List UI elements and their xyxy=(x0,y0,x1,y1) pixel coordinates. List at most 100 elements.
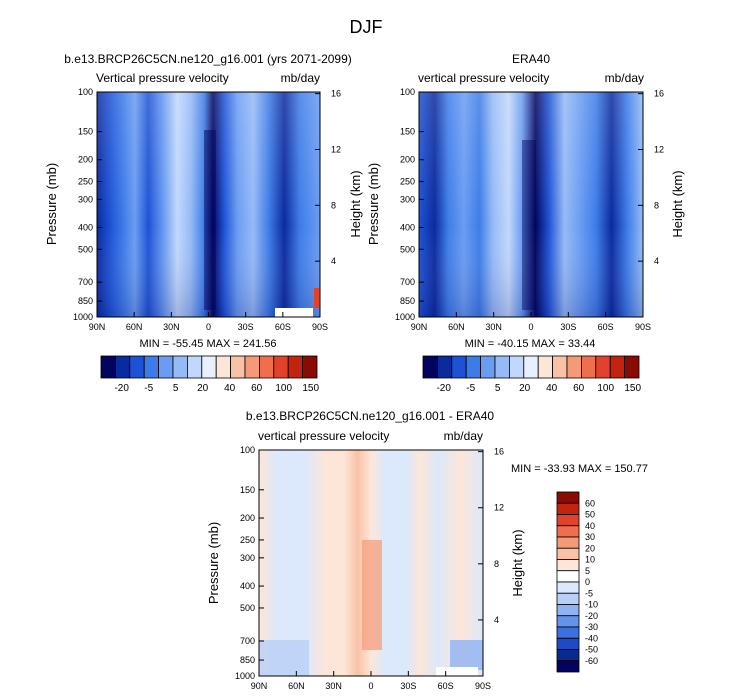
colorbar-swatch xyxy=(115,355,131,379)
colorbar-label: 60 xyxy=(573,383,585,394)
colorbar-label: -10 xyxy=(585,600,598,610)
y-tick-label: 500 xyxy=(400,244,415,254)
colorbar-swatch xyxy=(624,355,640,379)
colorbar-label: 40 xyxy=(546,383,558,394)
y-tick-label: 200 xyxy=(240,513,255,523)
y-tick-label: 400 xyxy=(240,581,255,591)
colorbar-swatch xyxy=(556,592,580,605)
colorbar-label: -60 xyxy=(585,656,598,666)
colorbar-label: 60 xyxy=(251,383,263,394)
x-tick-label: 60S xyxy=(598,322,614,332)
y2-tick-label: 12 xyxy=(331,144,341,154)
colorbar-swatch xyxy=(556,660,580,673)
colorbar-swatch xyxy=(556,536,580,549)
colorbar-label: 100 xyxy=(275,383,292,394)
colorbar-label: -20 xyxy=(436,383,451,394)
heatmap-blank-region xyxy=(275,308,313,317)
colorbar-label: 20 xyxy=(585,543,595,553)
y-tick-label: 500 xyxy=(240,603,255,613)
x-tick-label: 90N xyxy=(89,322,106,332)
colorbar-swatch xyxy=(556,649,580,662)
colorbar-swatch xyxy=(552,355,568,379)
y-tick-label: 200 xyxy=(400,155,415,165)
y-tick-label: 1000 xyxy=(235,671,255,681)
y-tick-label: 250 xyxy=(400,177,415,187)
figure-title: DJF xyxy=(350,17,383,37)
y-tick-label: 100 xyxy=(400,87,415,97)
heatmap-hot-spot xyxy=(314,288,319,308)
panel-stats: MIN = -55.45 MAX = 241.56 xyxy=(140,338,277,350)
x-tick-label: 60S xyxy=(438,681,454,691)
colorbar-swatch xyxy=(556,502,580,515)
y2-tick-label: 16 xyxy=(494,447,504,457)
colorbar-swatch xyxy=(100,355,116,379)
heatmap-positive-anomaly xyxy=(362,540,382,650)
y-tick-label: 150 xyxy=(240,485,255,495)
panel-stats: MIN = -40.15 MAX = 33.44 xyxy=(465,338,596,350)
y-tick-label: 850 xyxy=(400,296,415,306)
y-tick-label: 400 xyxy=(78,222,93,232)
colorbar-label: 40 xyxy=(224,383,236,394)
panel-units-label: mb/day xyxy=(605,71,644,85)
y-axis-label: Pressure (mb) xyxy=(366,163,381,245)
x-tick-label: 60N xyxy=(288,681,305,691)
panel-title: b.e13.BRCP26C5CN.ne120_g16.001 - ERA40 xyxy=(246,409,494,423)
heatmap-blank-region xyxy=(436,667,478,676)
y2-tick-label: 16 xyxy=(331,89,341,99)
x-tick-label: 90S xyxy=(312,322,328,332)
x-tick-label: 90N xyxy=(411,322,428,332)
colorbar-label: -20 xyxy=(114,383,129,394)
colorbar-swatch xyxy=(422,355,438,379)
colorbar-swatch xyxy=(436,355,453,379)
y-tick-label: 100 xyxy=(240,445,255,455)
colorbar-swatch xyxy=(287,355,304,379)
y-tick-label: 1000 xyxy=(73,312,93,322)
y2-axis-label: Height (km) xyxy=(670,170,685,237)
colorbar-swatch xyxy=(523,355,539,379)
y-tick-label: 850 xyxy=(240,655,255,665)
colorbar-swatch xyxy=(556,615,580,628)
y-tick-label: 100 xyxy=(78,87,93,97)
y-axis-label: Pressure (mb) xyxy=(206,522,221,604)
colorbar-label: 20 xyxy=(197,383,209,394)
colorbar-swatch xyxy=(556,491,580,504)
colorbar-swatch xyxy=(129,355,145,379)
colorbar-swatch xyxy=(494,355,510,379)
colorbar-swatch xyxy=(566,355,582,379)
y2-tick-label: 4 xyxy=(331,256,336,266)
colorbar-swatch xyxy=(556,626,580,639)
y-tick-label: 300 xyxy=(400,194,415,204)
colorbar-label: 5 xyxy=(495,383,501,394)
panel-units-label: mb/day xyxy=(444,429,483,443)
x-tick-label: 30N xyxy=(325,681,342,691)
x-tick-label: 0 xyxy=(528,322,533,332)
x-tick-label: 90S xyxy=(475,681,491,691)
colorbar-swatch xyxy=(143,355,159,379)
y2-axis-label: Height (km) xyxy=(510,529,525,596)
heatmap-negative-anomaly xyxy=(259,640,309,676)
y-tick-label: 850 xyxy=(78,296,93,306)
panel-axes: 100 150 200 250 300 400 500 700 850 1000 4 8 12 16 90N… xyxy=(235,445,504,691)
colorbar-swatch xyxy=(215,355,231,379)
panel-difference: b.e13.BRCP26C5CN.ne120_g16.001 - ERA40 v… xyxy=(206,409,648,691)
panel-left-label: vertical pressure velocity xyxy=(258,429,389,443)
y-tick-label: 400 xyxy=(400,222,415,232)
y-tick-label: 700 xyxy=(240,636,255,646)
heatmap-core xyxy=(522,140,536,310)
x-tick-label: 30S xyxy=(560,322,576,332)
y-tick-label: 250 xyxy=(240,535,255,545)
colorbar-swatch xyxy=(556,570,580,583)
colorbar-label: 10 xyxy=(585,555,595,565)
colorbar-label: 150 xyxy=(302,383,319,394)
x-tick-label: 0 xyxy=(206,322,211,332)
colorbar-label: 150 xyxy=(624,383,641,394)
colorbar-swatch xyxy=(172,355,188,379)
panel-model: b.e13.BRCP26C5CN.ne120_g16.001 (yrs 2071… xyxy=(44,52,363,394)
colorbar-label: 0 xyxy=(585,577,590,587)
x-tick-label: 30N xyxy=(485,322,502,332)
colorbar-label: -20 xyxy=(585,611,598,621)
x-tick-label: 60S xyxy=(275,322,291,332)
y2-tick-label: 4 xyxy=(494,615,499,625)
